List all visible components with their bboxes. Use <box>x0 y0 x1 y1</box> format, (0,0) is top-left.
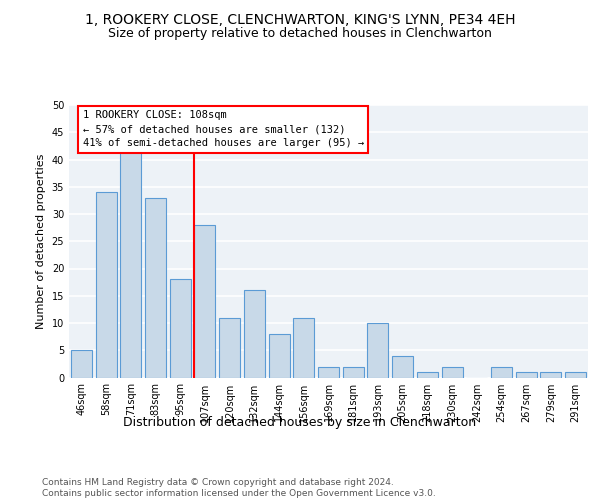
Bar <box>417 372 438 378</box>
Bar <box>269 334 290 378</box>
Bar <box>318 366 339 378</box>
Text: Distribution of detached houses by size in Clenchwarton: Distribution of detached houses by size … <box>124 416 476 429</box>
Text: Contains HM Land Registry data © Crown copyright and database right 2024.
Contai: Contains HM Land Registry data © Crown c… <box>42 478 436 498</box>
Bar <box>95 192 116 378</box>
Bar <box>244 290 265 378</box>
Bar <box>541 372 562 378</box>
Bar <box>343 366 364 378</box>
Bar <box>565 372 586 378</box>
Bar <box>71 350 92 378</box>
Bar <box>516 372 537 378</box>
Text: 1 ROOKERY CLOSE: 108sqm
← 57% of detached houses are smaller (132)
41% of semi-d: 1 ROOKERY CLOSE: 108sqm ← 57% of detache… <box>83 110 364 148</box>
Bar <box>120 148 141 378</box>
Y-axis label: Number of detached properties: Number of detached properties <box>36 154 46 329</box>
Bar <box>442 366 463 378</box>
Bar <box>219 318 240 378</box>
Bar <box>392 356 413 378</box>
Bar <box>145 198 166 378</box>
Text: Size of property relative to detached houses in Clenchwarton: Size of property relative to detached ho… <box>108 28 492 40</box>
Bar <box>367 323 388 378</box>
Text: 1, ROOKERY CLOSE, CLENCHWARTON, KING'S LYNN, PE34 4EH: 1, ROOKERY CLOSE, CLENCHWARTON, KING'S L… <box>85 12 515 26</box>
Bar <box>491 366 512 378</box>
Bar <box>170 280 191 378</box>
Bar <box>194 225 215 378</box>
Bar <box>293 318 314 378</box>
